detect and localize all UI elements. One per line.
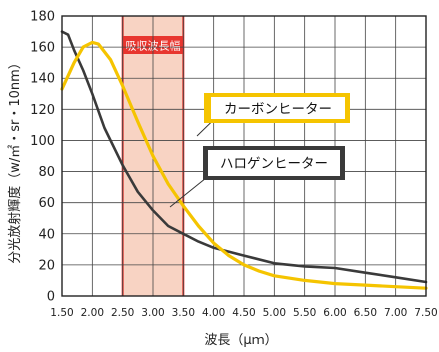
- y-axis-label: 分光放射輝度（w/㎡・sr・10nm）: [7, 56, 23, 264]
- y-tick-label: 160: [30, 41, 55, 56]
- halogen-heater-legend-label: ハロゲンヒーター: [220, 156, 328, 172]
- halogen-heater-legend-inner: [208, 150, 340, 176]
- y-tick-label: 120: [30, 103, 55, 118]
- y-tick-label: 180: [30, 10, 55, 25]
- x-tick-label: 5.00: [263, 307, 286, 319]
- y-tick-label: 20: [38, 258, 55, 273]
- x-tick-label: 6.00: [323, 307, 346, 319]
- tick-layer: 0 20 40 60 80 100 120 140 160 180 1.50 2.00 2.50 3.00…: [30, 10, 438, 320]
- frame-layer: [61, 15, 427, 297]
- x-tick-label: 6.50: [354, 307, 377, 319]
- y-tick-label: 60: [38, 196, 55, 211]
- x-tick-label: 2.50: [111, 307, 134, 319]
- x-tick-label: 5.50: [293, 307, 316, 319]
- carbon-heater-line: [60, 40, 428, 290]
- y-tick-label: 0: [47, 290, 55, 305]
- halogen-heater-line: [60, 30, 428, 284]
- plot-frame: [61, 15, 427, 297]
- x-axis-label: 波長（μｍ）: [204, 333, 277, 348]
- carbon-heater-legend-label: カーボンヒーター: [224, 102, 332, 118]
- x-tick-label: 1.50: [50, 307, 73, 319]
- x-tick-label: 3.00: [141, 307, 164, 319]
- y-tick-label: 80: [38, 165, 55, 180]
- carbon-heater-legend-inner: [211, 97, 345, 119]
- x-tick-label: 2.00: [81, 307, 104, 319]
- y-tick-label: 100: [30, 134, 55, 149]
- x-tick-label: 3.50: [172, 307, 195, 319]
- x-tick-label: 7.00: [384, 307, 407, 319]
- x-tick-label: 7.50: [414, 307, 437, 319]
- x-tick-label: 4.00: [202, 307, 225, 319]
- series-layer: [60, 30, 428, 290]
- y-tick-label: 140: [30, 72, 55, 87]
- y-tick-label: 40: [38, 227, 55, 242]
- x-tick-label: 4.50: [232, 307, 255, 319]
